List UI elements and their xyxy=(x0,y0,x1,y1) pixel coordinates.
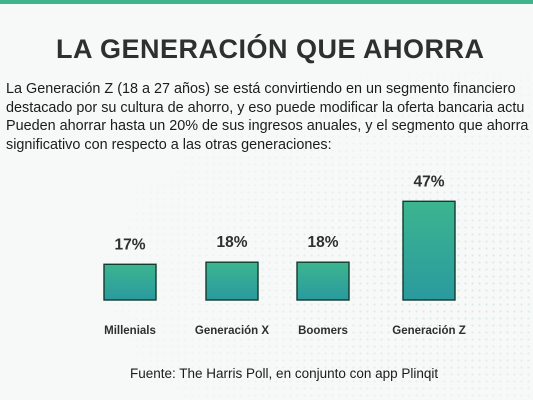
value-label-generaci-n-z: 47% xyxy=(413,173,444,190)
value-label-millenials: 17% xyxy=(114,236,145,253)
accent-bar xyxy=(0,0,533,4)
intro-line: destacado por su cultura de ahorro, y es… xyxy=(6,99,525,116)
category-label-generaci-n-z: Generación Z xyxy=(392,325,466,337)
bar-boomers xyxy=(296,261,350,301)
intro-line: significativo con respecto a las otras g… xyxy=(6,136,332,153)
category-label-millenials: Millenials xyxy=(104,325,156,337)
bar-generaci-n-z xyxy=(402,200,456,301)
intro-line: La Generación Z (18 a 27 años) se está c… xyxy=(6,81,516,97)
category-label-generaci-n-x: Generación X xyxy=(195,325,269,337)
page-title: LA GENERACIÓN QUE AHORRA xyxy=(56,34,485,64)
intro-paragraph: La Generación Z (18 a 27 años) se está c… xyxy=(6,80,533,154)
value-label-generaci-n-x: 18% xyxy=(216,234,247,251)
bar-millenials xyxy=(103,263,157,301)
intro-line: Pueden ahorrar hasta un 20% de sus ingre… xyxy=(6,118,529,134)
bar-generaci-n-x xyxy=(205,261,259,301)
source-note: Fuente: The Harris Poll, en conjunto con… xyxy=(130,366,439,381)
category-label-boomers: Boomers xyxy=(298,325,348,337)
value-label-boomers: 18% xyxy=(307,234,338,251)
